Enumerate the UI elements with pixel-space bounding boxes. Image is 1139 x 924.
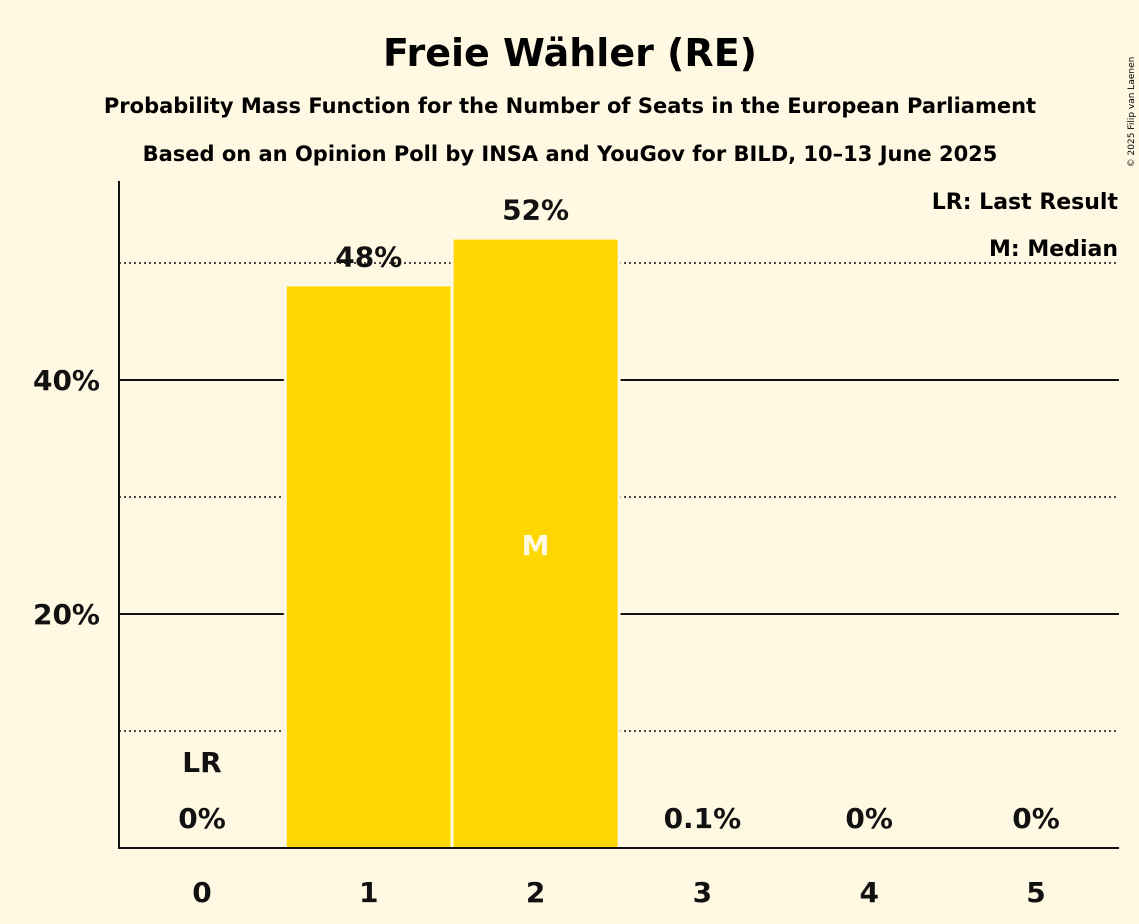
chart-subtitle-1: Probability Mass Function for the Number… — [104, 94, 1036, 118]
chart-subtitle-2: Based on an Opinion Poll by INSA and You… — [143, 142, 998, 166]
chart-title: Freie Wähler (RE) — [383, 31, 757, 75]
data-labels: 0% 48% 52% 0.1% 0% 0% LR M — [178, 194, 1060, 835]
bar — [453, 239, 618, 849]
y-tick-labels: 20% 40% — [33, 364, 100, 631]
data-label: 0.1% — [664, 802, 742, 835]
x-tick-label: 2 — [526, 876, 545, 909]
data-label: 48% — [335, 240, 402, 273]
copyright-text: © 2025 Filip van Laenen — [1127, 57, 1137, 168]
x-tick-label: 4 — [859, 876, 878, 909]
x-tick-label: 5 — [1026, 876, 1045, 909]
x-tick-labels: 0 1 2 3 4 5 — [192, 876, 1045, 909]
last-result-marker: LR — [182, 746, 221, 779]
data-label: 0% — [1012, 802, 1060, 835]
data-label: 0% — [845, 802, 893, 835]
bar — [286, 286, 451, 848]
x-tick-label: 3 — [693, 876, 712, 909]
legend-median: M: Median — [989, 237, 1118, 262]
bars — [283, 236, 621, 849]
x-tick-label: 1 — [359, 876, 378, 909]
legend-last-result: LR: Last Result — [932, 190, 1119, 215]
y-tick-label: 20% — [33, 598, 100, 631]
data-label: 52% — [502, 194, 569, 227]
x-tick-label: 0 — [192, 876, 211, 909]
data-label: 0% — [178, 802, 226, 835]
median-marker: M — [522, 529, 550, 562]
y-tick-label: 40% — [33, 364, 100, 397]
